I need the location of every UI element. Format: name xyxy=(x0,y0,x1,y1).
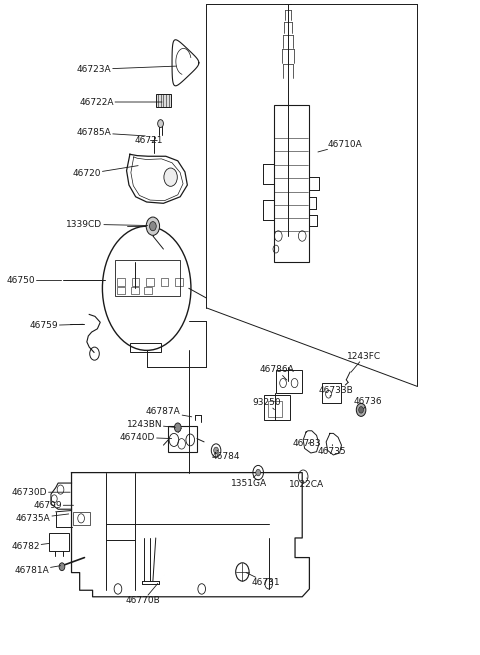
Bar xyxy=(144,287,152,293)
Circle shape xyxy=(359,407,363,413)
Text: 46731: 46731 xyxy=(246,572,281,587)
Text: 1243FC: 1243FC xyxy=(348,352,382,372)
Text: 46735A: 46735A xyxy=(16,514,69,523)
Circle shape xyxy=(214,447,218,454)
Bar xyxy=(156,94,170,107)
Text: 46730D: 46730D xyxy=(12,488,70,496)
Text: 1022CA: 1022CA xyxy=(289,478,324,489)
Bar xyxy=(168,426,197,452)
Text: 93250: 93250 xyxy=(252,398,281,409)
Circle shape xyxy=(59,563,65,571)
Text: 46736: 46736 xyxy=(354,397,383,409)
Text: 1243BN: 1243BN xyxy=(126,420,176,429)
Circle shape xyxy=(157,120,163,128)
Bar xyxy=(130,343,161,352)
Bar xyxy=(264,396,290,421)
Bar xyxy=(131,287,139,293)
Circle shape xyxy=(256,470,261,476)
Text: 46781A: 46781A xyxy=(14,566,60,575)
Bar xyxy=(48,533,69,551)
Text: 46782: 46782 xyxy=(12,542,49,551)
Text: 46735: 46735 xyxy=(318,445,347,456)
Circle shape xyxy=(146,217,159,235)
Circle shape xyxy=(150,221,156,231)
Bar xyxy=(323,383,341,403)
Text: 46784: 46784 xyxy=(211,451,240,460)
Text: 46710A: 46710A xyxy=(318,140,363,152)
Bar xyxy=(268,402,282,417)
Bar xyxy=(118,278,125,286)
Text: 46750: 46750 xyxy=(7,276,61,285)
Text: 46783: 46783 xyxy=(293,440,321,448)
Text: 46799: 46799 xyxy=(33,501,73,510)
Text: 46786A: 46786A xyxy=(260,365,295,380)
Bar xyxy=(73,512,90,525)
Bar xyxy=(175,278,182,286)
Circle shape xyxy=(174,423,181,432)
Text: 46740D: 46740D xyxy=(120,433,172,442)
Text: 46722A: 46722A xyxy=(79,98,162,107)
Text: 46759: 46759 xyxy=(29,321,83,330)
Bar xyxy=(274,105,310,262)
Text: 46770B: 46770B xyxy=(126,584,161,605)
Text: 46785A: 46785A xyxy=(77,128,145,138)
Text: 1351GA: 1351GA xyxy=(230,475,267,487)
Text: 46733B: 46733B xyxy=(318,386,353,396)
Bar xyxy=(115,260,180,296)
Bar xyxy=(118,287,125,293)
Circle shape xyxy=(164,168,177,186)
Text: 46787A: 46787A xyxy=(146,407,192,417)
Text: 46721: 46721 xyxy=(135,136,163,145)
Circle shape xyxy=(356,403,366,417)
Bar xyxy=(146,278,154,286)
Text: 46720: 46720 xyxy=(72,166,138,178)
Bar xyxy=(132,278,140,286)
Bar xyxy=(276,370,302,393)
Text: 46723A: 46723A xyxy=(77,65,176,74)
Bar xyxy=(160,278,168,286)
Text: 1339CD: 1339CD xyxy=(66,219,148,229)
